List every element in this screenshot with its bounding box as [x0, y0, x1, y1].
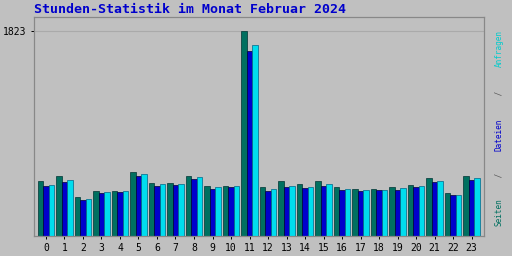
- Bar: [178, 184, 184, 236]
- Bar: [400, 188, 406, 236]
- Bar: [352, 189, 358, 236]
- Bar: [265, 191, 271, 236]
- Bar: [191, 179, 197, 236]
- Bar: [371, 189, 376, 236]
- Bar: [297, 184, 302, 236]
- Bar: [148, 183, 154, 236]
- Bar: [117, 192, 123, 236]
- Bar: [99, 193, 104, 236]
- Bar: [334, 187, 339, 236]
- Bar: [56, 176, 61, 236]
- Text: Stunden-Statistik im Monat Februar 2024: Stunden-Statistik im Monat Februar 2024: [34, 3, 346, 16]
- Bar: [345, 189, 350, 236]
- Bar: [382, 190, 388, 236]
- Bar: [284, 187, 289, 236]
- Bar: [80, 200, 86, 236]
- Bar: [104, 192, 110, 236]
- Bar: [167, 184, 173, 236]
- Bar: [445, 193, 451, 236]
- Bar: [364, 190, 369, 236]
- Bar: [43, 186, 49, 236]
- Bar: [260, 187, 265, 236]
- Bar: [160, 184, 165, 236]
- Bar: [75, 197, 80, 236]
- Bar: [130, 172, 136, 236]
- Bar: [112, 191, 117, 236]
- Text: /: /: [495, 168, 503, 182]
- Bar: [247, 51, 252, 236]
- Bar: [136, 176, 141, 236]
- Bar: [326, 184, 332, 236]
- Bar: [302, 188, 308, 236]
- Bar: [339, 190, 345, 236]
- Bar: [123, 191, 129, 236]
- Bar: [426, 178, 432, 236]
- Bar: [376, 190, 382, 236]
- Bar: [437, 181, 443, 236]
- Text: Dateien: Dateien: [495, 118, 503, 151]
- Text: Anfragen: Anfragen: [495, 30, 503, 67]
- Bar: [289, 186, 295, 236]
- Bar: [358, 191, 364, 236]
- Bar: [37, 181, 43, 236]
- Bar: [408, 185, 413, 236]
- Text: /: /: [495, 87, 503, 100]
- Bar: [475, 178, 480, 236]
- Bar: [141, 175, 147, 236]
- Bar: [456, 195, 461, 236]
- Bar: [241, 31, 247, 236]
- Bar: [86, 199, 91, 236]
- Bar: [432, 182, 437, 236]
- Bar: [93, 191, 99, 236]
- Bar: [223, 186, 228, 236]
- Bar: [463, 176, 469, 236]
- Bar: [321, 186, 326, 236]
- Bar: [419, 186, 424, 236]
- Bar: [315, 181, 321, 236]
- Bar: [413, 187, 419, 236]
- Bar: [204, 186, 210, 236]
- Bar: [278, 181, 284, 236]
- Bar: [308, 187, 313, 236]
- Bar: [197, 177, 202, 236]
- Bar: [186, 176, 191, 236]
- Bar: [67, 180, 73, 236]
- Bar: [234, 186, 239, 236]
- Bar: [210, 189, 215, 236]
- Text: Seiten: Seiten: [495, 198, 503, 226]
- Bar: [49, 185, 54, 236]
- Bar: [61, 182, 67, 236]
- Bar: [154, 186, 160, 236]
- Bar: [252, 45, 258, 236]
- Bar: [469, 179, 475, 236]
- Bar: [271, 189, 276, 236]
- Bar: [389, 187, 395, 236]
- Bar: [451, 195, 456, 236]
- Bar: [228, 187, 234, 236]
- Bar: [215, 187, 221, 236]
- Bar: [395, 190, 400, 236]
- Bar: [173, 185, 178, 236]
